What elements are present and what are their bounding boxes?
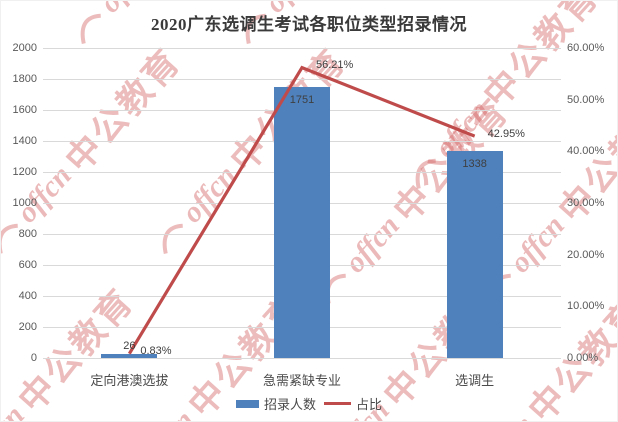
- right-axis-tick-label: 10.00%: [567, 300, 605, 313]
- chart-title: 2020广东选调生考试各职位类型招录情况: [151, 15, 467, 34]
- line-value-label: 42.95%: [487, 128, 525, 141]
- watermark-script-text: offcn: [337, 208, 406, 279]
- bar: [446, 150, 503, 358]
- right-axis-tick-label: 50.00%: [567, 93, 605, 106]
- category-label: 定向港澳选拔: [90, 373, 169, 388]
- left-axis-tick-label: 1800: [12, 73, 37, 85]
- watermark-script-text: offcn: [174, 158, 243, 229]
- legend-item-bar: 招录人数: [235, 394, 316, 413]
- left-axis-tick-label: 400: [18, 290, 37, 302]
- right-axis-tick-label: 0.00%: [567, 352, 599, 364]
- gridline: [43, 79, 561, 80]
- left-axis-tick-label: 1000: [12, 197, 37, 209]
- left-axis-tick-label: 1600: [12, 104, 37, 116]
- line-series-swatch-icon: [324, 402, 351, 405]
- left-axis-tick-label: 600: [18, 259, 37, 271]
- category-label: 急需紧缺专业: [262, 373, 341, 388]
- right-axis-tick-label: 30.00%: [567, 197, 605, 209]
- bar-value-label: 1751: [289, 93, 315, 106]
- bar: [274, 86, 330, 358]
- left-axis-tick-label: 200: [18, 321, 37, 333]
- bar-series-swatch-icon: [235, 399, 259, 408]
- bar: [101, 353, 158, 358]
- watermark-cjk-text: 中公教育: [58, 40, 189, 181]
- legend: 招录人数 占比: [1, 394, 617, 413]
- bar-value-label: 1338: [462, 157, 487, 170]
- right-axis-tick-label: 40.00%: [567, 145, 605, 158]
- gridline: [43, 48, 561, 49]
- left-axis-tick-label: 0: [30, 352, 37, 364]
- category-label: 选调生: [455, 373, 495, 388]
- line-value-label: 0.83%: [140, 344, 172, 357]
- left-axis-tick-label: 1200: [12, 166, 37, 178]
- line-value-label: 56.21%: [316, 58, 354, 71]
- watermark-script-text: offcn: [502, 208, 571, 279]
- left-axis-tick-label: 2000: [12, 42, 37, 54]
- legend-item-line: 占比: [324, 394, 382, 413]
- right-axis-tick-label: 20.00%: [567, 248, 605, 261]
- legend-bar-label: 招录人数: [263, 397, 316, 412]
- watermark-swoosh-icon: [162, 223, 183, 254]
- left-axis-tick-label: 800: [18, 228, 37, 240]
- left-axis-tick-label: 1400: [12, 135, 37, 147]
- gridline: [43, 358, 561, 359]
- legend-line-label: 占比: [356, 397, 383, 412]
- right-axis-tick-label: 60.00%: [567, 42, 605, 54]
